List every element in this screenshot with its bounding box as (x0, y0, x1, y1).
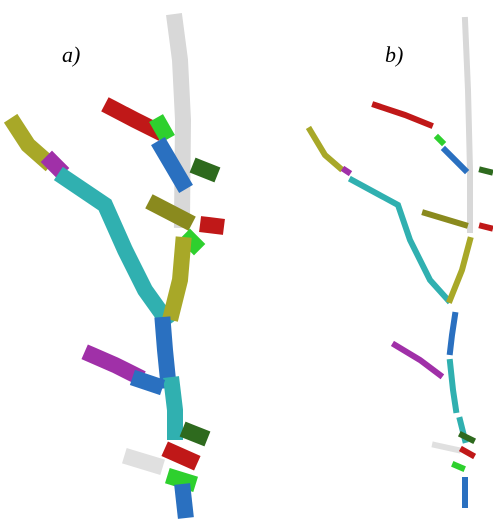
skeleton-b (310, 20, 490, 505)
panel-label: a) (62, 42, 80, 67)
figure: a) b) (0, 0, 493, 521)
skeleton-a (15, 22, 216, 510)
page: a) b) (() => { const data = JSON.parse(d… (0, 0, 493, 521)
panel-label: b) (385, 42, 403, 67)
